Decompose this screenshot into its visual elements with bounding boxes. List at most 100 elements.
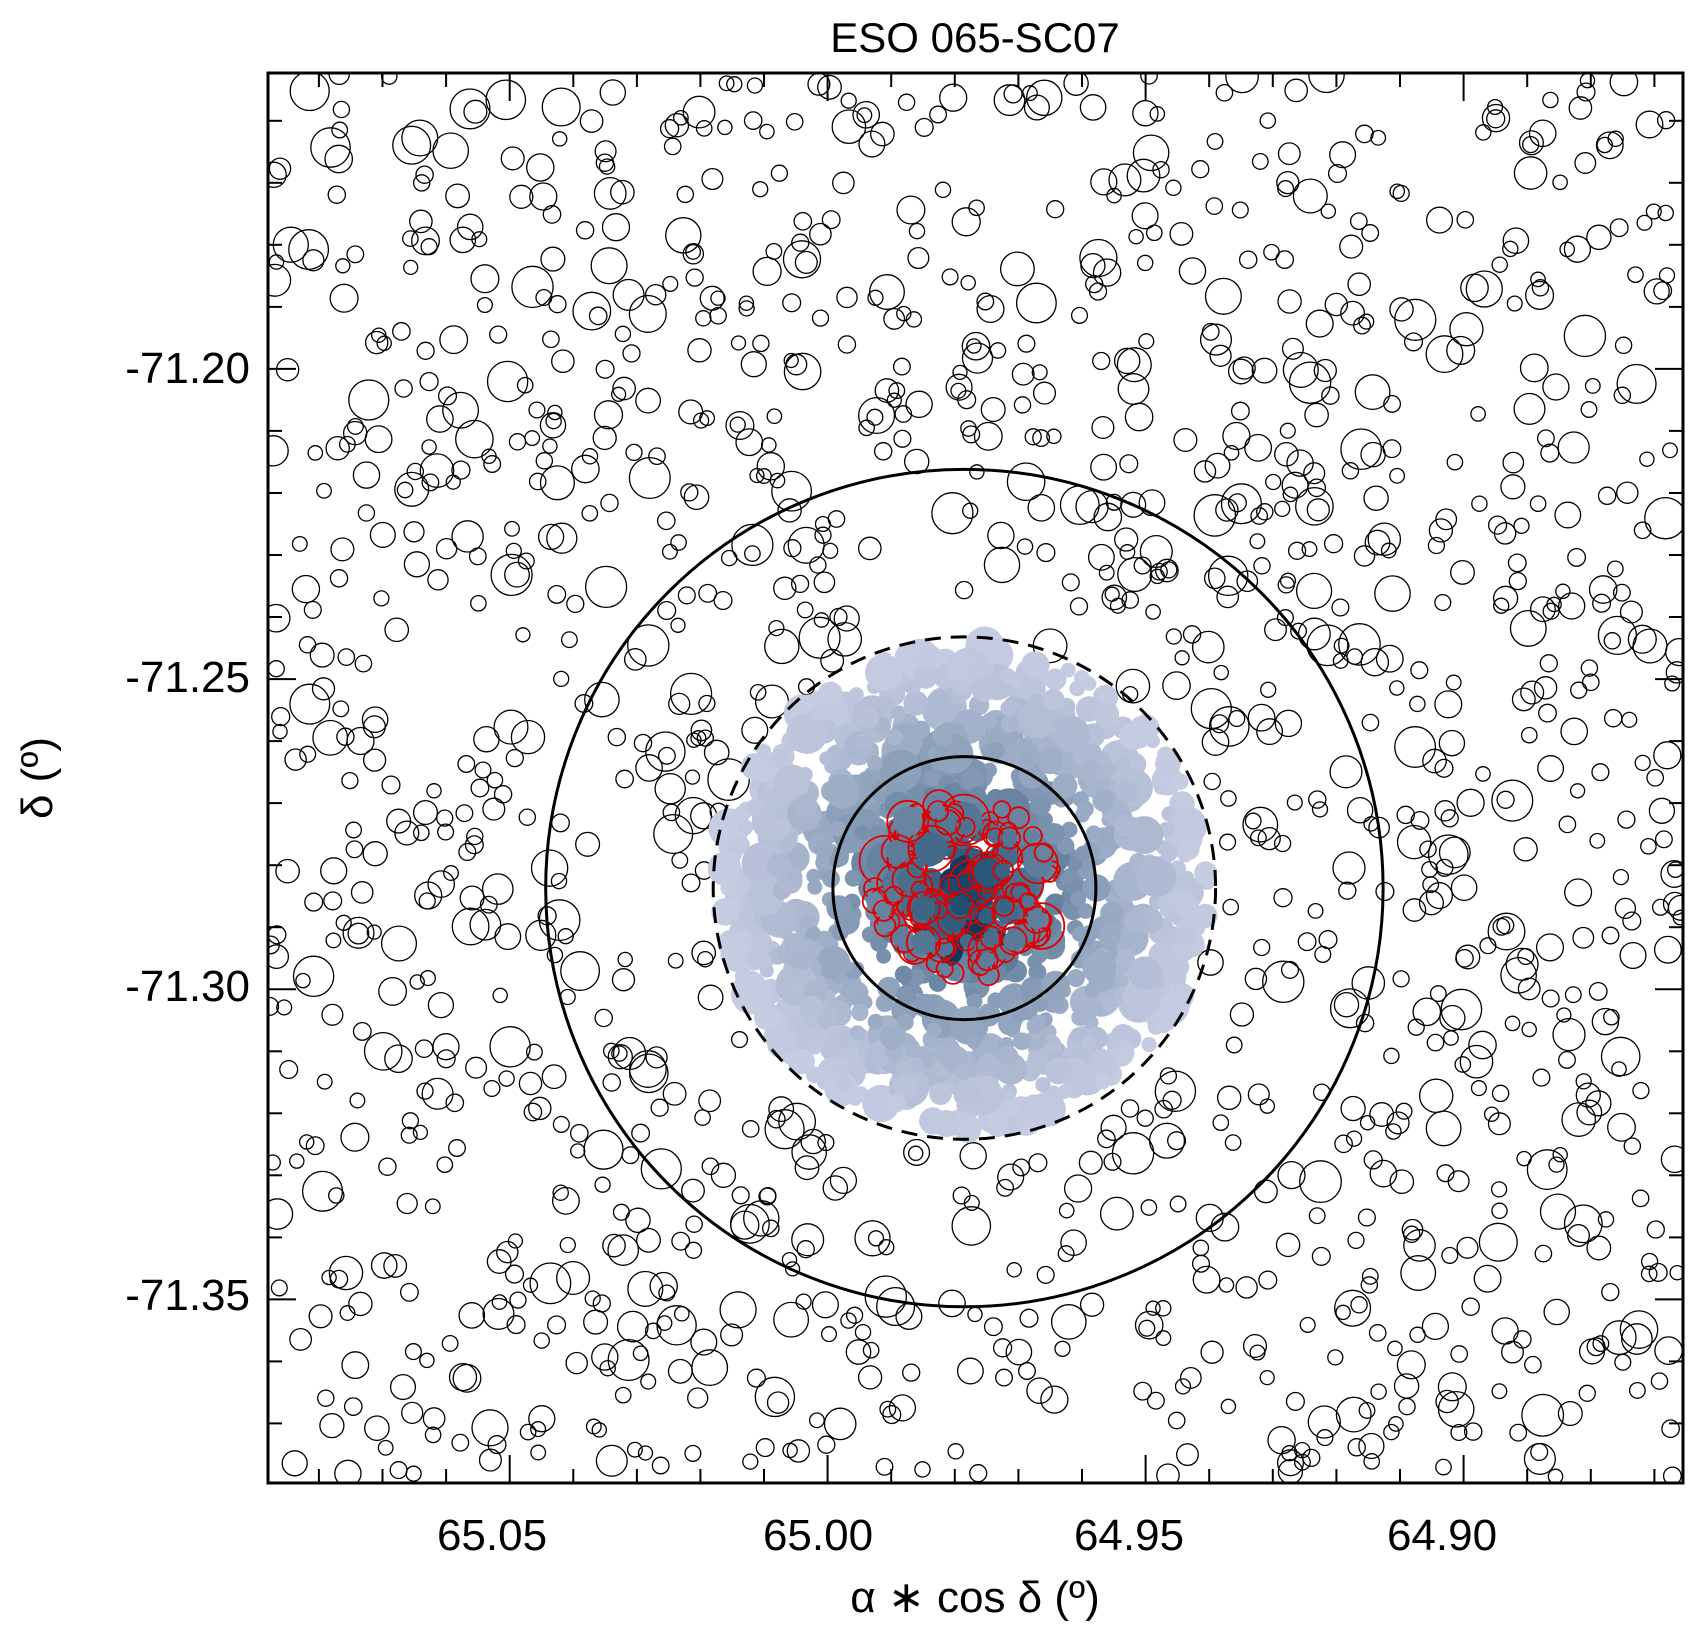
field-star-marker [1456, 788, 1485, 817]
field-star-marker [448, 1362, 478, 1392]
field-star-marker [458, 1302, 486, 1329]
field-star-marker [684, 769, 701, 785]
field-star-marker [1003, 84, 1023, 104]
field-star-marker [471, 231, 488, 248]
field-star-marker [1601, 1282, 1620, 1302]
region-star-marker [961, 767, 985, 791]
field-star-marker [546, 522, 578, 554]
field-star-marker [1369, 1159, 1398, 1188]
field-star-marker [1024, 428, 1042, 446]
field-star-marker [593, 400, 624, 430]
field-star-marker [1492, 917, 1511, 936]
field-star-marker [1575, 1082, 1601, 1108]
member-candidate-ring [1007, 806, 1030, 830]
field-star-marker [1028, 1153, 1048, 1173]
field-star-marker [1345, 1130, 1363, 1147]
field-star-marker [1446, 335, 1476, 365]
field-star-marker [1596, 136, 1613, 154]
region-star-marker [917, 650, 935, 668]
field-star-marker [1338, 623, 1381, 666]
field-star-marker [392, 322, 411, 341]
field-star-marker [1040, 1385, 1069, 1414]
region-star-marker [1104, 1032, 1122, 1050]
field-star-marker [770, 164, 789, 182]
member-candidate-ring [998, 926, 1028, 956]
field-star-marker [1134, 1310, 1164, 1340]
field-star-marker [362, 748, 387, 772]
field-star-marker [731, 523, 774, 567]
field-star-marker [1120, 1099, 1140, 1118]
field-star-marker [469, 908, 502, 941]
field-star-marker [645, 1046, 668, 1069]
field-star-marker [309, 642, 335, 668]
field-star-marker [537, 523, 565, 551]
field-star-marker [764, 1109, 805, 1150]
field-star-marker [1021, 85, 1038, 102]
field-star-marker [931, 492, 974, 535]
region-star-marker [826, 895, 852, 921]
field-star-marker [330, 537, 355, 562]
region-star-marker [732, 836, 750, 854]
field-star-marker [1374, 575, 1411, 612]
region-star-marker [1030, 1014, 1046, 1030]
field-star-marker [1450, 1345, 1469, 1363]
field-star-marker [1428, 518, 1454, 543]
member-candidate-ring [1017, 842, 1059, 885]
field-star-marker [1654, 1336, 1683, 1365]
field-star-marker [1249, 829, 1267, 847]
field-star-marker [412, 799, 439, 826]
field-star-marker [547, 584, 567, 604]
field-star-marker [1491, 1084, 1510, 1103]
field-star-marker [346, 245, 365, 264]
member-candidate-ring [1033, 842, 1054, 863]
field-star-marker [595, 153, 615, 172]
field-star-marker [570, 1143, 586, 1159]
field-star-marker [370, 1252, 398, 1279]
field-star-marker [967, 1306, 983, 1323]
field-star-marker [498, 1070, 515, 1087]
field-star-marker [1087, 543, 1115, 571]
field-star-marker [1611, 1061, 1627, 1077]
field-star-marker [1363, 1453, 1381, 1470]
field-star-marker [1450, 559, 1475, 585]
region-star-marker [1160, 845, 1178, 862]
field-star-marker [1650, 1372, 1669, 1390]
field-star-marker [987, 521, 1015, 550]
field-star-marker [832, 171, 855, 195]
field-star-marker [500, 146, 525, 171]
field-star-marker [588, 306, 608, 326]
field-star-marker [1140, 73, 1158, 85]
field-star-marker [718, 75, 735, 92]
field-star-marker [665, 217, 702, 254]
field-star-marker [1564, 878, 1593, 907]
field-star-marker [505, 748, 524, 768]
field-star-marker [1253, 1179, 1278, 1204]
field-star-marker [1223, 444, 1240, 461]
field-star-marker [1238, 250, 1258, 269]
field-star-marker [1367, 522, 1402, 556]
field-star-marker [1534, 1244, 1553, 1263]
field-star-marker [572, 291, 612, 331]
field-star-marker [1361, 713, 1380, 732]
member-star-marker [938, 963, 951, 975]
field-star-marker [858, 130, 886, 158]
field-star-marker [422, 1407, 446, 1430]
region-star-marker [800, 694, 817, 711]
field-star-marker [1607, 1112, 1636, 1142]
field-star-marker [1660, 1145, 1683, 1174]
field-star-marker [1496, 790, 1515, 809]
field-star-marker [1513, 837, 1538, 862]
field-star-marker [1165, 628, 1182, 645]
field-star-marker [583, 1129, 624, 1170]
region-star-marker [808, 1040, 822, 1055]
member-candidate-ring [906, 857, 928, 879]
comparison-field-circle [711, 635, 1218, 1141]
field-star-marker [1509, 609, 1547, 647]
field-star-marker [698, 583, 718, 603]
field-star-marker [1225, 73, 1259, 94]
region-star-marker [1044, 893, 1067, 915]
field-star-marker [703, 739, 730, 766]
field-star-marker [1193, 460, 1217, 483]
region-star-marker [1118, 880, 1136, 898]
member-candidate-ring [965, 845, 984, 865]
